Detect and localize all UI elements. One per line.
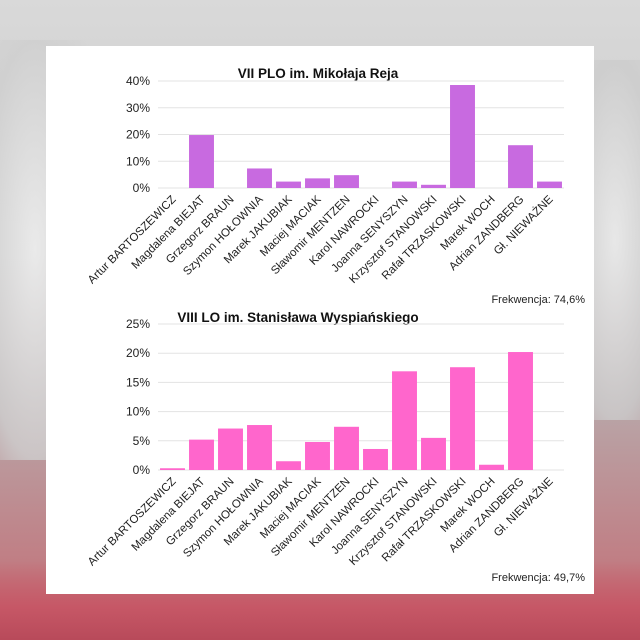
bar [450,367,475,470]
chart-card: VII PLO im. Mikołaja Reja Frekwencja: 74… [46,46,594,594]
y-tick-label: 10% [126,154,150,168]
bar [305,178,330,188]
bar [334,426,359,470]
bar [305,441,330,470]
bar [363,448,388,470]
turnout-label: Frekwencja: 74,6% [491,294,585,306]
y-tick-label: 25% [126,317,150,331]
bar [450,85,475,188]
y-tick-label: 40% [126,74,150,88]
bar [421,184,446,188]
y-tick-label: 0% [133,463,151,477]
bar [537,181,562,188]
y-tick-label: 20% [126,346,150,360]
y-tick-label: 0% [133,181,151,195]
bar [276,181,301,188]
bar [479,464,504,470]
y-tick-label: 5% [133,434,151,448]
y-tick-label: 15% [126,375,150,389]
bar [247,425,272,470]
chart-title: VIII LO im. Stanisława Wyspiańskiego [177,310,418,325]
bar [392,371,417,470]
y-tick-label: 30% [126,101,150,115]
charts-svg: VII PLO im. Mikołaja Reja Frekwencja: 74… [86,66,585,584]
bar [508,352,533,470]
bar [160,468,185,470]
chart-title: VII PLO im. Mikołaja Reja [238,66,399,81]
bar [392,181,417,188]
bar [334,175,359,188]
bar [218,428,243,470]
bar [189,135,214,188]
bar [247,168,272,188]
chart-vii-plo: VII PLO im. Mikołaja Reja Frekwencja: 74… [86,66,585,306]
bar [508,145,533,188]
bar [421,437,446,470]
turnout-label: Frekwencja: 49,7% [491,572,585,584]
y-tick-label: 10% [126,405,150,419]
y-tick-label: 20% [126,128,150,142]
chart-viii-lo: VIII LO im. Stanisława Wyspiańskiego Fre… [86,310,585,584]
bar [276,461,301,470]
bar [189,439,214,470]
